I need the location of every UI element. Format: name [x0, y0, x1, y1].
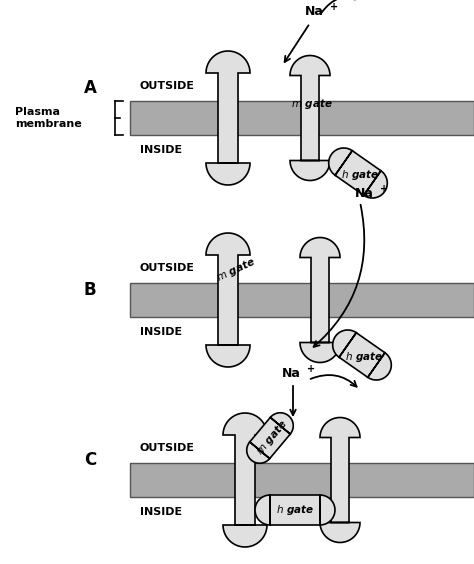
- Polygon shape: [206, 233, 250, 367]
- Text: +: +: [380, 184, 388, 194]
- Polygon shape: [247, 413, 293, 463]
- Text: B: B: [84, 281, 96, 299]
- Polygon shape: [223, 413, 267, 547]
- Bar: [130, 283, 474, 317]
- Polygon shape: [333, 330, 392, 380]
- Text: $m$ gate: $m$ gate: [291, 97, 333, 111]
- Text: C: C: [84, 451, 96, 469]
- Text: $m$ gate: $m$ gate: [214, 255, 258, 285]
- Text: INSIDE: INSIDE: [140, 507, 182, 517]
- Polygon shape: [328, 148, 387, 198]
- Polygon shape: [290, 55, 330, 180]
- Text: OUTSIDE: OUTSIDE: [140, 81, 195, 91]
- Text: OUTSIDE: OUTSIDE: [140, 263, 195, 273]
- Text: Na: Na: [305, 5, 324, 18]
- Text: $h$ gate: $h$ gate: [341, 168, 379, 182]
- Text: Plasma
membrane: Plasma membrane: [15, 107, 82, 129]
- Text: $m$ gate: $m$ gate: [253, 417, 291, 459]
- Text: $h$ gate: $h$ gate: [345, 350, 383, 364]
- Text: INSIDE: INSIDE: [140, 327, 182, 337]
- Text: +: +: [307, 364, 315, 374]
- Text: A: A: [83, 79, 96, 97]
- Text: +: +: [330, 2, 338, 12]
- Polygon shape: [300, 237, 340, 363]
- Text: Na: Na: [355, 187, 374, 200]
- Text: $h$ gate: $h$ gate: [276, 503, 314, 517]
- Bar: [130, 463, 474, 497]
- Polygon shape: [255, 495, 335, 525]
- Bar: [130, 101, 474, 135]
- Text: INSIDE: INSIDE: [140, 145, 182, 155]
- Text: Na: Na: [282, 367, 301, 380]
- Text: OUTSIDE: OUTSIDE: [140, 443, 195, 453]
- Polygon shape: [206, 51, 250, 185]
- Polygon shape: [320, 417, 360, 543]
